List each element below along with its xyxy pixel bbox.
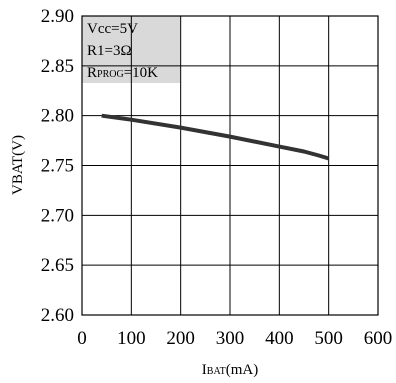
y-tick-label-6: 2.90 xyxy=(41,6,74,27)
legend-rprog-sub: PROG xyxy=(97,69,124,80)
x-tick-label-3: 300 xyxy=(216,328,245,349)
x-tick-label-1: 100 xyxy=(117,328,146,349)
plot-frame xyxy=(81,15,379,316)
x-tick-label-0: 0 xyxy=(77,328,87,349)
x-axis-label-suffix: (mA) xyxy=(226,362,259,378)
legend-rprog-main: R xyxy=(87,65,97,81)
x-axis-label-sub: BAT xyxy=(207,366,226,377)
x-tick-label-4: 400 xyxy=(265,328,294,349)
y-tick-label-5: 2.85 xyxy=(41,56,74,77)
y-axis-label: VBAT(V) xyxy=(10,135,26,195)
y-tick-labels: 2.60 2.65 2.70 2.75 2.80 2.85 2.90 xyxy=(41,6,74,326)
x-tick-label-6: 600 xyxy=(364,328,393,349)
y-tick-label-2: 2.70 xyxy=(41,205,74,226)
legend-line-vcc: Vcc=5V xyxy=(87,21,138,37)
y-tick-label-4: 2.80 xyxy=(41,106,74,127)
x-tick-label-5: 500 xyxy=(314,328,343,349)
y-tick-label-0: 2.60 xyxy=(41,305,74,326)
legend-rprog-suffix: =10K xyxy=(124,65,158,81)
legend-line-r1: R1=3Ω xyxy=(87,43,132,59)
legend-line-rprog: RPROG=10K xyxy=(87,65,158,81)
series-layer xyxy=(101,113,330,161)
x-axis-label-main: I xyxy=(202,362,207,378)
y-tick-label-3: 2.75 xyxy=(41,156,74,177)
x-axis-label: IBAT(mA) xyxy=(202,362,258,378)
x-tick-label-2: 200 xyxy=(166,328,195,349)
series-line-0 xyxy=(101,113,330,161)
x-tick-labels: 0 100 200 300 400 500 600 xyxy=(77,328,392,349)
y-tick-label-1: 2.65 xyxy=(41,255,74,276)
